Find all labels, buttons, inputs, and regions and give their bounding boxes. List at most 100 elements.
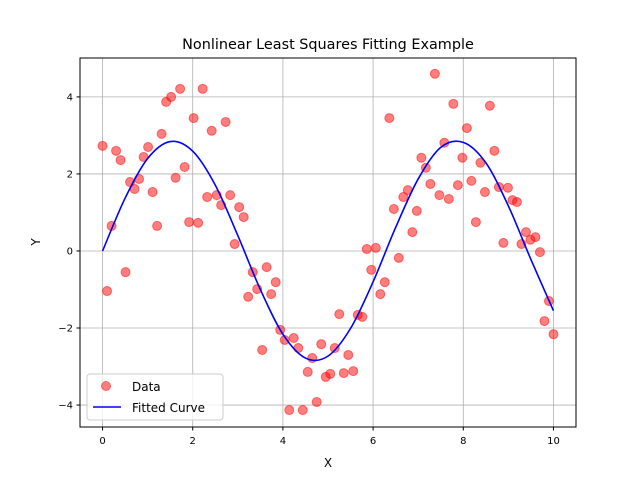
data-point [479, 187, 490, 198]
data-point [388, 203, 399, 214]
data-point [147, 187, 158, 198]
data-point [370, 242, 381, 253]
data-point [539, 316, 550, 327]
data-point [457, 152, 468, 163]
data-point [416, 152, 427, 163]
data-point [452, 180, 463, 191]
data-point [407, 227, 418, 238]
data-point [375, 289, 386, 300]
data-point [270, 277, 281, 288]
data-point [498, 237, 509, 248]
y-tick-label: −2 [58, 324, 73, 335]
legend: Data Fitted Curve [86, 373, 224, 421]
data-point [234, 202, 245, 213]
y-axis-label: Y [29, 238, 43, 247]
data-point [197, 83, 208, 94]
data-point [425, 178, 436, 189]
data-point [302, 366, 313, 377]
legend-label-fitted-curve: Fitted Curve [132, 401, 205, 415]
data-point [307, 353, 318, 364]
data-point [343, 349, 354, 360]
y-tick-label: 2 [67, 169, 73, 180]
data-point [548, 329, 559, 340]
data-point [229, 239, 240, 250]
data-point [502, 182, 513, 193]
data-point [443, 193, 454, 204]
data-point [293, 343, 304, 354]
y-tick-label: −4 [58, 401, 73, 412]
y-tick-label: 0 [67, 246, 73, 257]
data-point [193, 217, 204, 228]
data-point [530, 232, 541, 243]
data-point [120, 267, 131, 278]
data-point [188, 113, 199, 124]
data-point [329, 343, 340, 354]
data-point [366, 264, 377, 275]
x-tick-label: 8 [460, 436, 466, 447]
data-point [206, 125, 217, 136]
data-point [143, 141, 154, 152]
data-point [266, 289, 277, 300]
fitted-curve-line [101, 140, 555, 362]
data-point [398, 192, 409, 203]
data-point [434, 190, 445, 201]
x-tick-label: 6 [370, 436, 376, 447]
axes-frame [79, 57, 577, 428]
data-point [511, 197, 522, 208]
data-point [311, 396, 322, 407]
x-tick-label: 2 [190, 436, 196, 447]
data-point [466, 175, 477, 186]
x-axis-label: X [324, 456, 332, 470]
data-point [175, 83, 186, 94]
data-point [97, 140, 108, 151]
data-point [288, 333, 299, 344]
data-point [489, 145, 500, 156]
data-point [484, 100, 495, 111]
data-point [429, 68, 440, 79]
chart-title: Nonlinear Least Squares Fitting Example [182, 37, 474, 53]
x-tick-label: 4 [280, 436, 286, 447]
legend-box [86, 373, 224, 421]
x-tick-label: 0 [99, 436, 105, 447]
data-point [156, 128, 167, 139]
data-point [115, 155, 126, 166]
data-point [220, 116, 231, 127]
data-point [393, 252, 404, 263]
data-point [238, 212, 249, 223]
data-point [520, 227, 531, 238]
data-point [534, 247, 545, 258]
legend-label-data: Data [132, 380, 161, 394]
data-point [102, 286, 113, 297]
data-point [384, 113, 395, 124]
data-point [284, 405, 295, 416]
data-point [379, 277, 390, 288]
data-point [448, 98, 459, 109]
data-point [338, 368, 349, 379]
data-point [348, 366, 359, 377]
data-point [202, 192, 213, 203]
data-point [261, 262, 272, 273]
data-point [461, 123, 472, 134]
data-point [411, 205, 422, 216]
x-axis-ticks: 0 2 4 6 8 10 [99, 427, 560, 447]
data-point [184, 217, 195, 228]
data-point [325, 368, 336, 379]
data-point [225, 190, 236, 201]
data-point [243, 291, 254, 302]
data-point [361, 244, 372, 255]
y-axis-ticks: −4 −2 0 2 4 [58, 92, 80, 412]
data-point [166, 91, 177, 102]
data-point [316, 339, 327, 350]
data-point [152, 220, 163, 231]
data-point [179, 162, 190, 173]
data-point [297, 405, 308, 416]
data-point [257, 344, 268, 355]
data-point [334, 309, 345, 320]
data-point [111, 145, 122, 156]
data-point [357, 311, 368, 322]
legend-data-marker [101, 381, 111, 391]
x-tick-label: 10 [547, 436, 560, 447]
data-point [470, 217, 481, 228]
y-tick-label: 4 [67, 92, 73, 103]
